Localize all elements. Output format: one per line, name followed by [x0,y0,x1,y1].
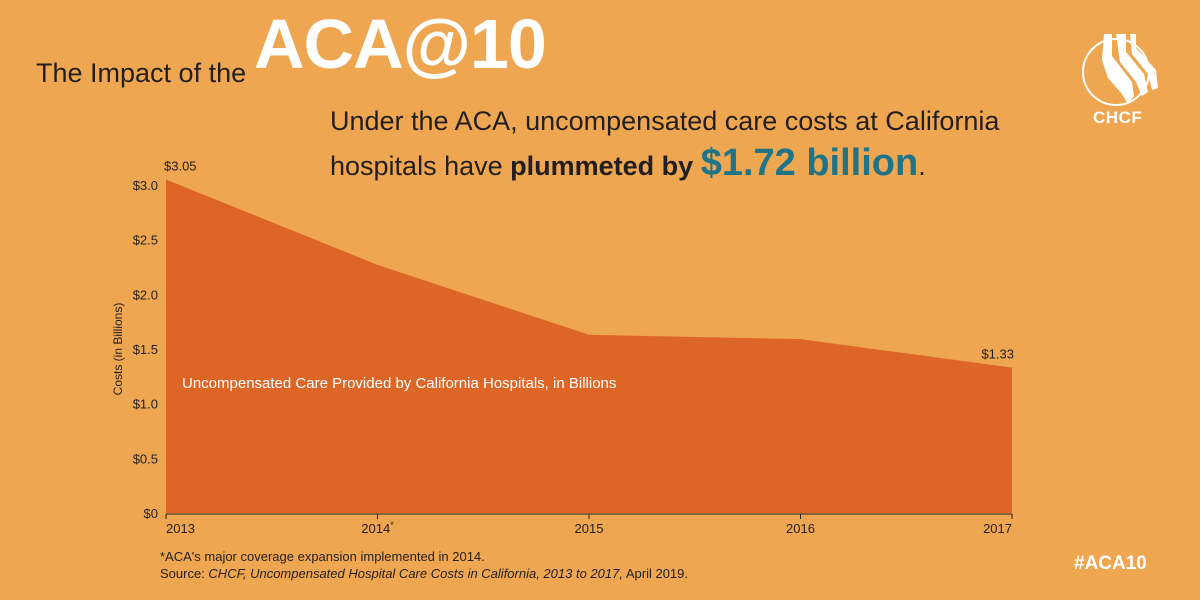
y-tick-label: $3.0 [133,178,158,193]
headline-amount: $1.72 billion [700,142,919,184]
footnote: *ACA's major coverage expansion implemen… [160,548,688,582]
footnote-source: Source: CHCF, Uncompensated Hospital Car… [160,565,688,582]
hashtag: #ACA10 [1074,553,1147,574]
x-tick-label: 2013 [166,521,195,536]
y-tick-label: $1.0 [133,397,158,412]
x-tick-label: 2014* [361,520,394,536]
series-label: Uncompensated Care Provided by Californi… [182,375,616,392]
x-tick-label: 2015 [575,521,604,536]
footnote-note: *ACA's major coverage expansion implemen… [160,549,485,564]
headline-end: . [918,151,926,181]
x-tick-label: 2017 [983,521,1012,536]
header-pretitle: The Impact of the [36,58,247,88]
headline-text: Under the ACA, uncompensated care costs … [330,106,1000,181]
source-prefix: Source: [160,566,209,581]
data-label: $3.05 [164,159,197,174]
source-title: CHCF, Uncompensated Hospital Care Costs … [208,566,623,581]
data-label: $1.33 [981,347,1014,362]
area-series [166,179,1012,514]
y-axis-label: Costs (in Billions) [111,303,125,396]
y-tick-label: $2.5 [133,233,158,248]
y-tick-label: $0.5 [133,451,158,466]
y-tick-label: $2.0 [133,287,158,302]
headline-bold: plummeted by [510,151,694,181]
headline: Under the ACA, uncompensated care costs … [330,100,1050,187]
y-tick-label: $0 [144,506,158,521]
y-tick-label: $1.5 [133,342,158,357]
header-brand-title: ACA@10 [254,5,547,83]
x-tick-label: 2016 [786,521,815,536]
california-logo-icon [1082,34,1158,106]
source-suffix: April 2019. [622,566,688,581]
logo-text: CHCF [1093,108,1143,127]
